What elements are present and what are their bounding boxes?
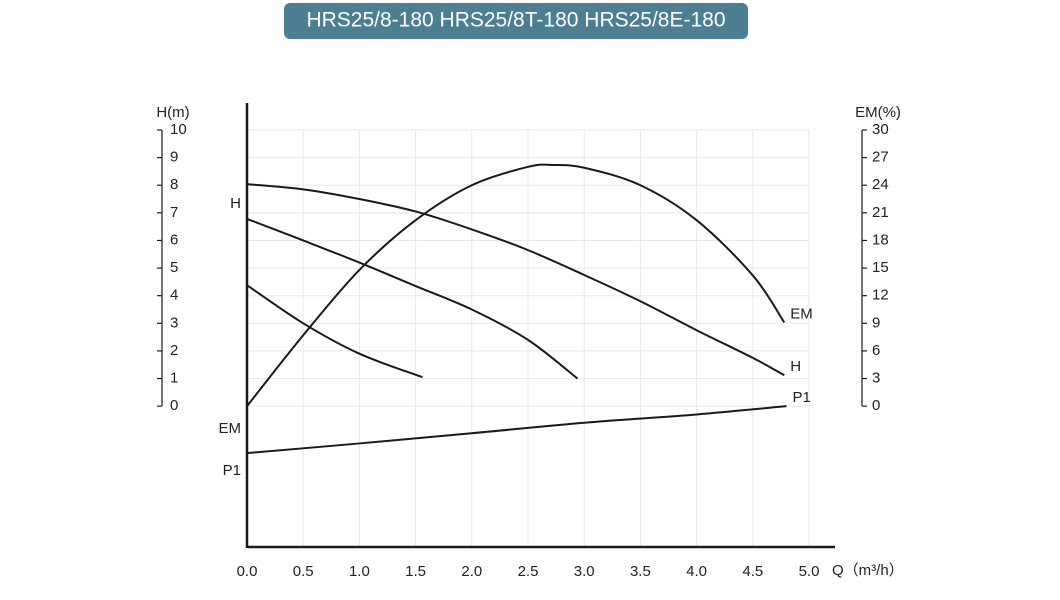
x-tick-label: 2.5 bbox=[518, 563, 539, 580]
x-tick-label: 2.0 bbox=[461, 563, 482, 580]
y-tick-label: 4 bbox=[170, 287, 178, 304]
y-tick-label: 6 bbox=[170, 231, 178, 248]
curve-label: P1 bbox=[793, 389, 811, 406]
curves: H H EM EM P1 P1 bbox=[219, 163, 813, 479]
y-tick-label: 8 bbox=[170, 176, 178, 193]
x-axis-label: Q（m³/h） bbox=[832, 562, 904, 579]
curve bbox=[246, 405, 787, 455]
y2-tick-label: 24 bbox=[872, 176, 889, 193]
x-tick-label: 1.0 bbox=[349, 563, 370, 580]
curve bbox=[246, 163, 786, 407]
y2-tick-label: 3 bbox=[872, 370, 880, 387]
curve bbox=[246, 217, 579, 380]
curve bbox=[246, 284, 423, 379]
curve-label: H bbox=[790, 358, 801, 375]
y2-tick-label: 6 bbox=[872, 342, 880, 359]
curve-label: EM bbox=[219, 420, 242, 437]
x-tick-label: 3.0 bbox=[574, 563, 595, 580]
x-tick-label: 0.5 bbox=[293, 563, 314, 580]
y2-tick-label: 18 bbox=[872, 231, 889, 248]
x-tick-label: 3.5 bbox=[630, 563, 651, 580]
y-tick-label: 5 bbox=[170, 259, 178, 276]
curve-label: P1 bbox=[223, 462, 241, 479]
grid bbox=[246, 129, 810, 547]
y-tick-label: 7 bbox=[170, 204, 178, 221]
y2-tick-label: 0 bbox=[872, 397, 880, 414]
y-tick-label: 10 bbox=[170, 121, 187, 138]
curve-label: EM bbox=[790, 305, 813, 322]
y2-tick-label: 9 bbox=[872, 314, 880, 331]
title-box bbox=[284, 3, 748, 39]
x-tick-label: 1.5 bbox=[405, 563, 426, 580]
curve-label: H bbox=[230, 195, 241, 212]
curve bbox=[246, 183, 785, 377]
y-tick-label: 9 bbox=[170, 149, 178, 166]
y2-tick-label: 12 bbox=[872, 287, 889, 304]
chart-title: HRS25/8-180 HRS25/8T-180 HRS25/8E-180 bbox=[306, 9, 725, 32]
y-tick-label: 0 bbox=[170, 397, 178, 414]
y-tick-label: 1 bbox=[170, 370, 178, 387]
y2-tick-label: 15 bbox=[872, 259, 889, 276]
x-tick-label: 4.5 bbox=[742, 563, 763, 580]
y2-tick-label: 30 bbox=[872, 121, 889, 138]
y2-tick-label: 27 bbox=[872, 149, 889, 166]
y-tick-label: 2 bbox=[170, 342, 178, 359]
axes: 0.0 0.5 1.0 1.5 2.0 2.5 3.0 3.5 4.0 4.5 5.00123456… bbox=[157, 103, 889, 580]
x-tick-label: 4.0 bbox=[686, 563, 707, 580]
y2-tick-label: 21 bbox=[872, 204, 889, 221]
x-tick-label: 0.0 bbox=[237, 563, 258, 580]
x-tick-label: 5.0 bbox=[799, 563, 820, 580]
y2-axis-label: EM(%) bbox=[855, 104, 901, 121]
y-axis-label: H(m) bbox=[156, 104, 189, 121]
y-tick-label: 3 bbox=[170, 314, 178, 331]
